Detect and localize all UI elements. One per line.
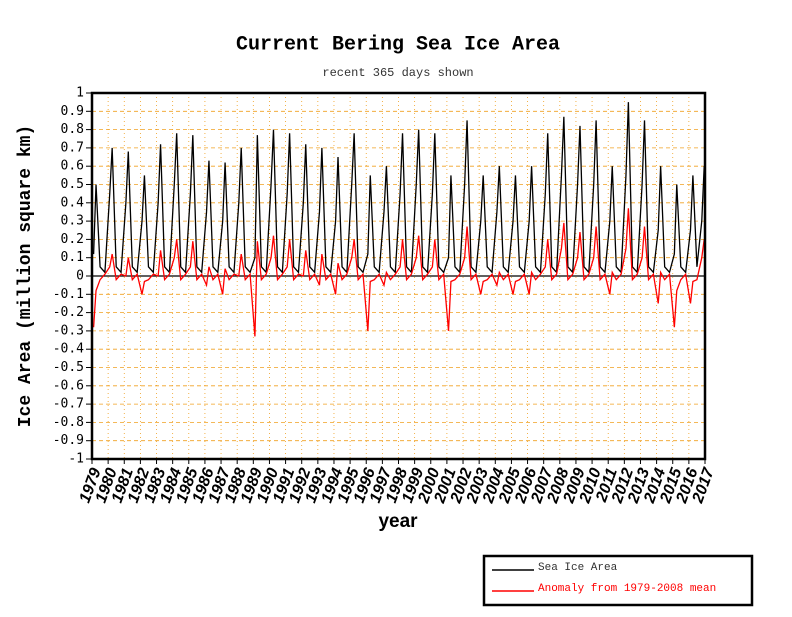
y-tick-label: 0.9 (61, 104, 84, 119)
y-tick-label: 0.4 (61, 195, 85, 210)
y-tick-label: 0.7 (61, 140, 84, 155)
y-tick-label: 0.6 (61, 159, 84, 174)
y-tick-label: -0.4 (53, 342, 84, 357)
series-line (92, 102, 705, 274)
y-tick-label: -1 (68, 452, 84, 467)
lines (92, 102, 705, 337)
y-tick-label: -0.7 (53, 397, 84, 412)
series-line (92, 208, 705, 337)
y-tick-label: -0.5 (53, 360, 84, 375)
y-tick-label: 0.3 (61, 214, 84, 229)
plot-frame (90, 91, 707, 461)
y-tick-label: 0.1 (61, 250, 84, 265)
y-axis-label: Ice Area (million square km) (16, 125, 36, 427)
grid (91, 92, 706, 460)
y-tick-label: 0.5 (61, 177, 84, 192)
legend: Sea Ice Area Anomaly from 1979-2008 mean (482, 554, 754, 607)
y-tick-label: 0.8 (61, 122, 84, 137)
y-tick-label: 0.2 (61, 232, 84, 247)
y-tick-label: -0.9 (53, 433, 84, 448)
ticks: -1 -0.9 -0.8 -0.7 -0.6 -0.5 -0.4 -0.3 -0.2 -0.1 0 0… (53, 86, 718, 507)
legend-box (482, 554, 754, 607)
y-tick-label: -0.6 (53, 378, 84, 393)
y-tick-label: 1 (76, 86, 84, 101)
x-axis-label: year (378, 511, 418, 532)
y-tick-label: -0.2 (53, 305, 84, 320)
y-tick-label: 0 (76, 269, 84, 284)
legend-label: Sea Ice Area (538, 562, 618, 574)
y-tick-label: -0.1 (53, 287, 84, 302)
y-tick-label: -0.3 (53, 323, 84, 338)
y-tick-label: -0.8 (53, 415, 84, 430)
chart-title: Current Bering Sea Ice Area (236, 33, 560, 56)
legend-label: Anomaly from 1979-2008 mean (538, 583, 716, 595)
chart-subtitle: recent 365 days shown (322, 66, 473, 80)
